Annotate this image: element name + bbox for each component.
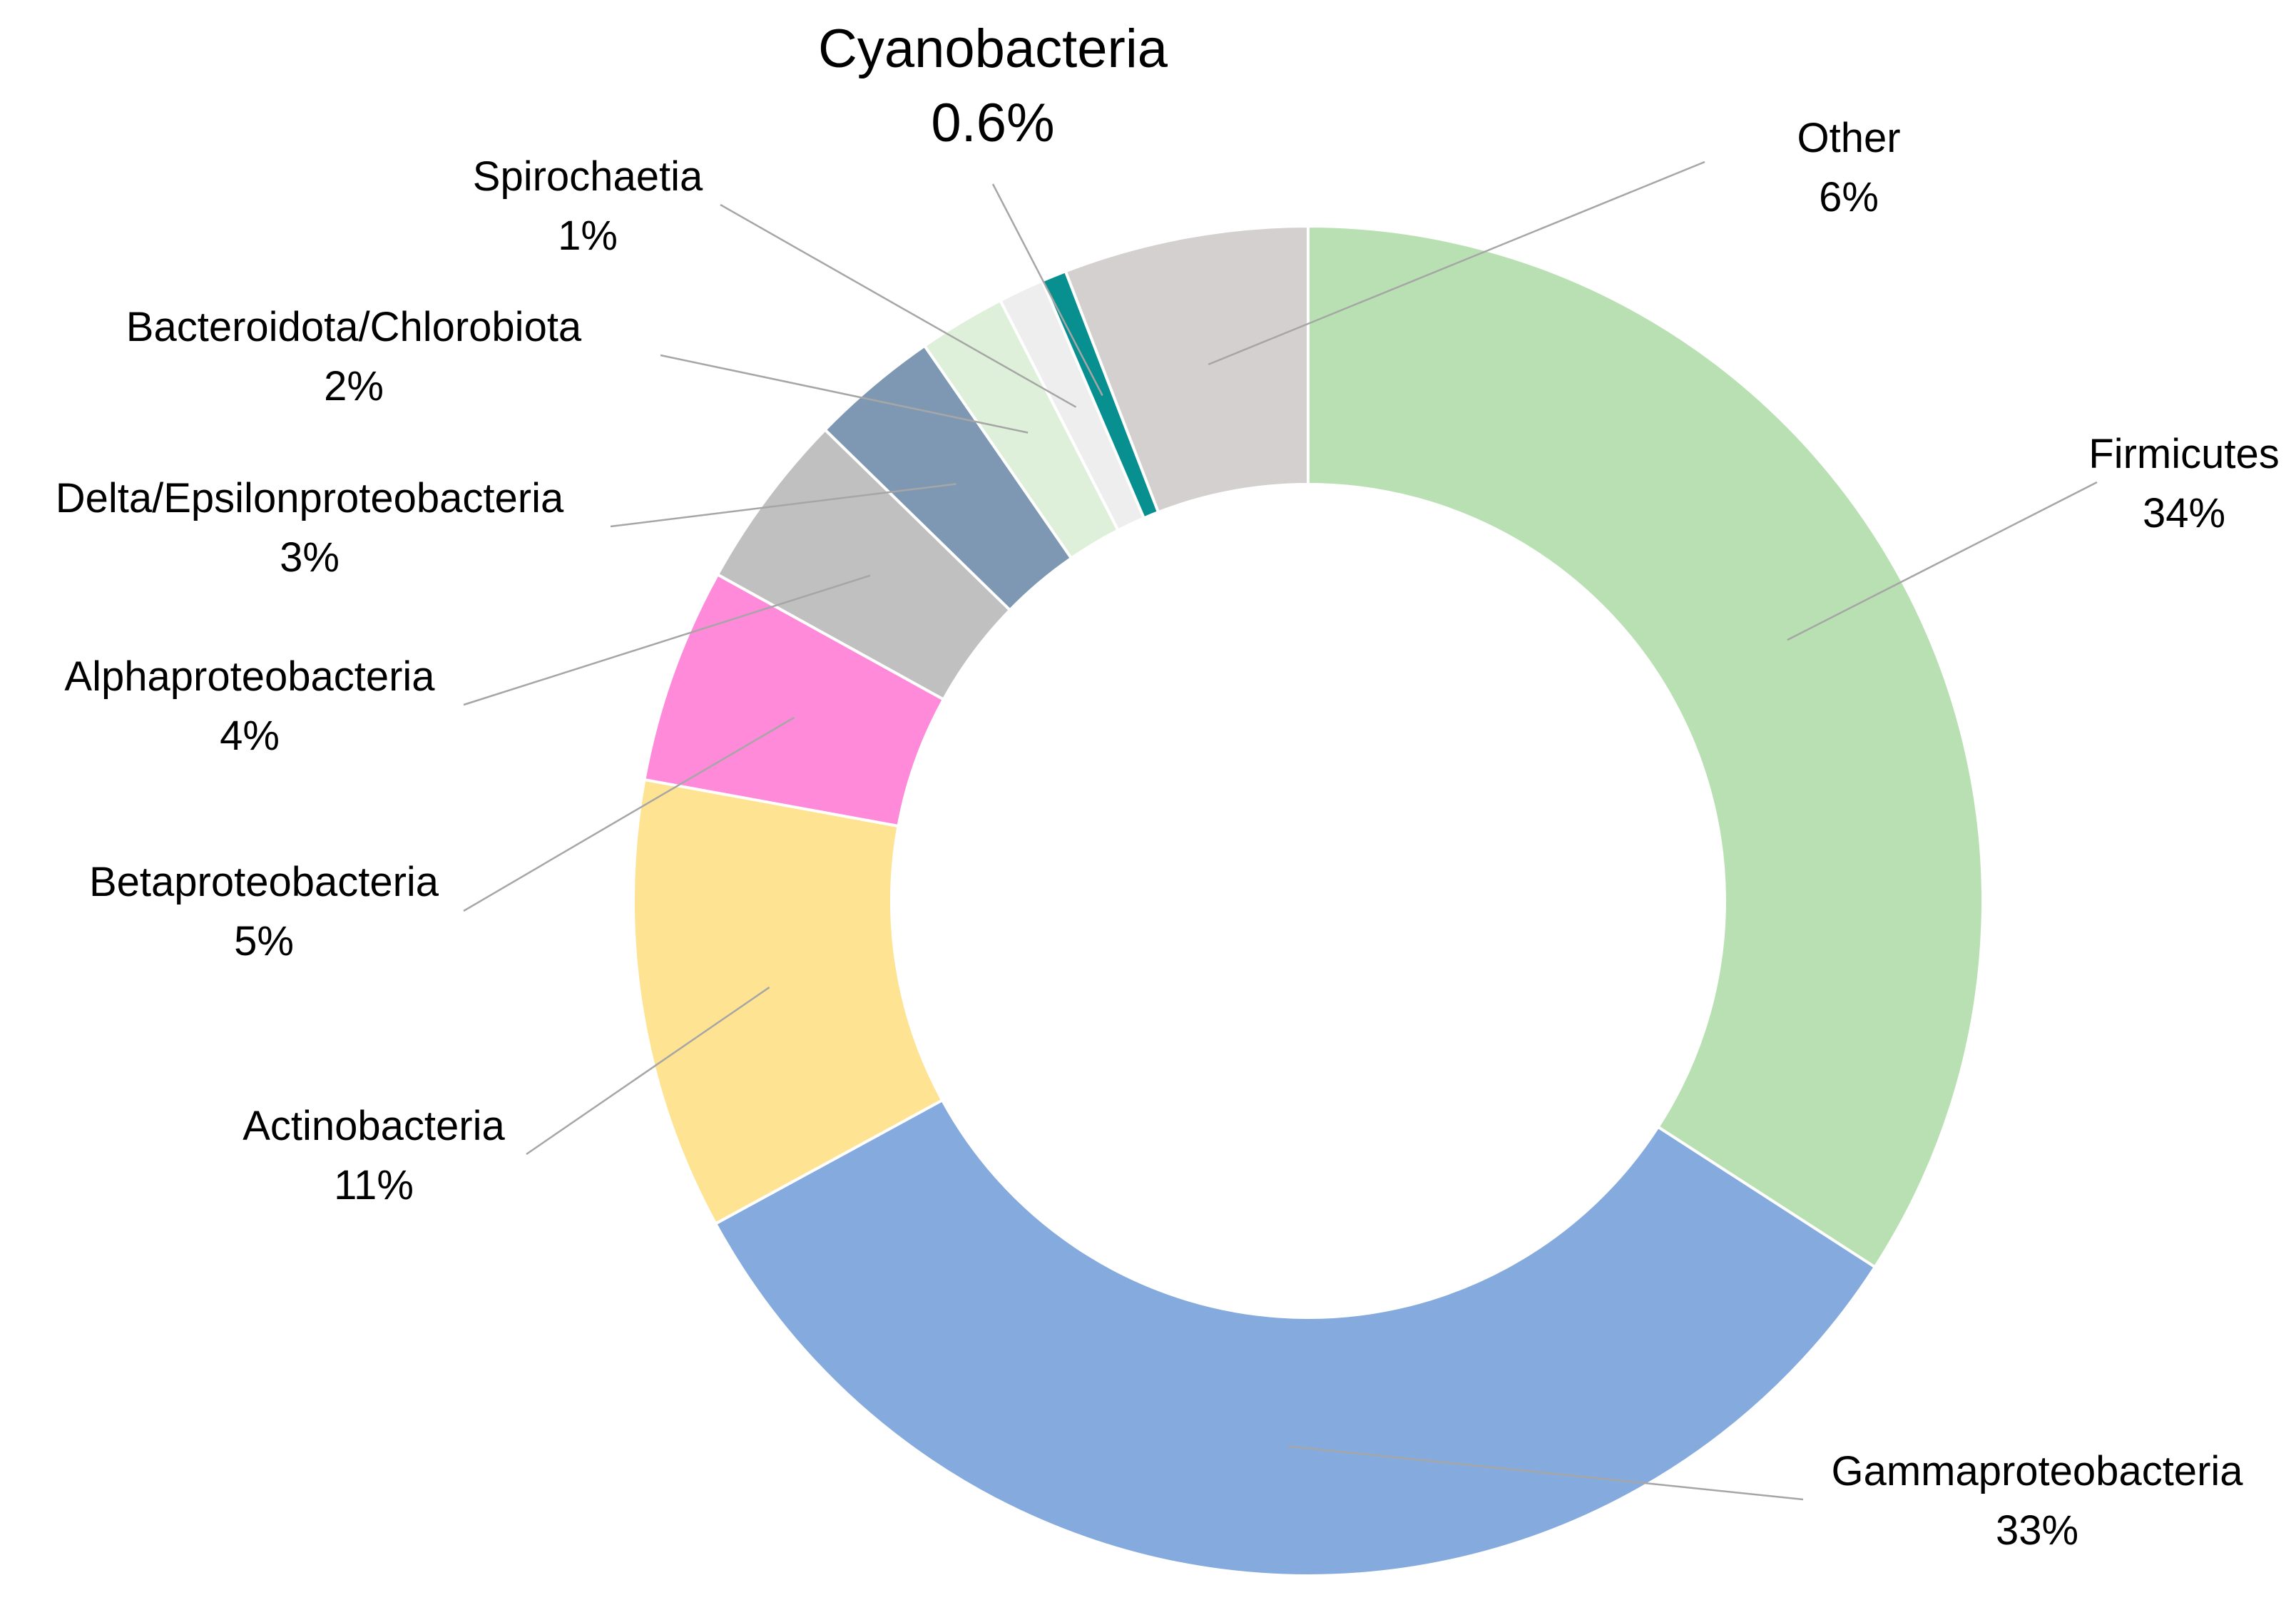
slice-actino: [632, 778, 944, 1226]
leader-beta: [463, 716, 795, 912]
label-firmicutes-pct: 34%: [2143, 490, 2225, 536]
label-cyano-name: Cyanobacteria: [818, 19, 1168, 79]
label-gamma-name: Gammaproteobacteria: [1831, 1448, 2243, 1494]
leader-delta: [610, 483, 956, 528]
label-bactero-pct: 2%: [324, 363, 384, 409]
leader-other: [1208, 161, 1705, 366]
leader-alpha: [463, 574, 871, 706]
label-alpha-pct: 4%: [220, 713, 280, 759]
slice-other: [1063, 224, 1310, 514]
leader-bactero: [660, 354, 1029, 434]
label-gamma-pct: 33%: [1996, 1507, 2078, 1554]
label-actino-name: Actinobacteria: [243, 1103, 505, 1149]
label-beta-pct: 5%: [234, 918, 294, 964]
label-spiro-name: Spirochaetia: [473, 153, 703, 200]
slice-gamma: [713, 1098, 1877, 1577]
label-alpha-name: Alphaproteobacteria: [64, 653, 435, 700]
label-other-name: Other: [1797, 115, 1900, 161]
donut-slices: [632, 224, 1984, 1577]
label-delta-pct: 3%: [280, 534, 340, 581]
slice-firmicutes: [1307, 224, 1984, 1270]
label-other-pct: 6%: [1819, 174, 1879, 220]
label-actino-pct: 11%: [334, 1162, 414, 1208]
label-spiro-pct: 1%: [558, 213, 618, 259]
leader-actino: [526, 987, 770, 1156]
leader-gamma: [1287, 1445, 1804, 1501]
label-bactero-name: Bacteroidota/Chlorobiota: [126, 304, 582, 350]
label-delta-name: Delta/Epsilonproteobacteria: [56, 475, 564, 521]
leader-firmicutes: [1787, 481, 2098, 641]
leader-spiro: [720, 203, 1077, 408]
slice-labels: Cyanobacteria 0.6% Other 6% Spirochaetia…: [56, 19, 2280, 1554]
label-cyano-pct: 0.6%: [931, 93, 1054, 153]
label-firmicutes-name: Firmicutes: [2088, 431, 2279, 477]
label-beta-name: Betaproteobacteria: [89, 859, 439, 905]
leader-lines: [463, 161, 2098, 1501]
leader-cyano: [991, 183, 1103, 396]
